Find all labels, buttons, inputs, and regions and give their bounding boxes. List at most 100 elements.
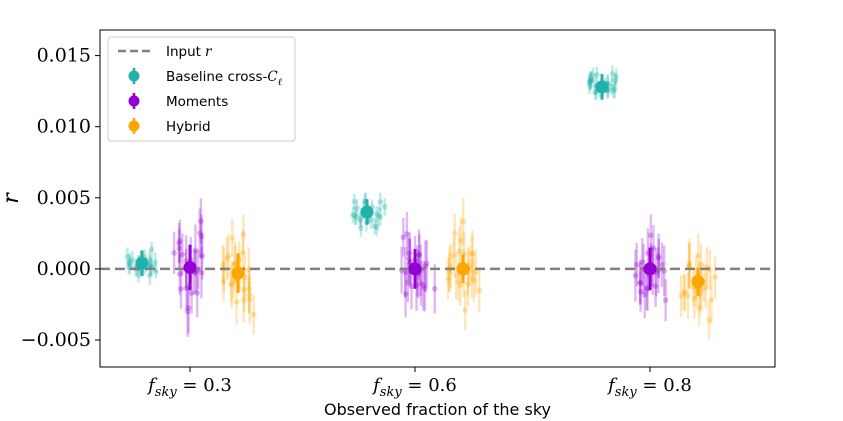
realization-point: [176, 228, 183, 269]
realization-point: [637, 271, 644, 312]
realization-point: [351, 193, 358, 210]
realization-point: [171, 231, 177, 275]
realization-marker: [686, 263, 693, 269]
realization-point: [655, 233, 662, 279]
realization-marker: [588, 76, 594, 83]
realization-point: [374, 219, 380, 236]
realization-point: [198, 247, 205, 299]
realization-marker: [708, 296, 715, 303]
realization-point: [178, 269, 184, 309]
realization-point: [400, 217, 407, 257]
x-tick-label: fsky = 0.8: [606, 375, 692, 400]
realization-point: [422, 266, 428, 312]
realization-marker: [233, 299, 240, 305]
realization-point: [702, 267, 709, 309]
realization-marker: [447, 263, 454, 269]
realization-point: [228, 260, 235, 309]
realization-point: [197, 208, 203, 258]
realization-point: [126, 252, 133, 271]
realization-point: [124, 247, 131, 266]
realization-marker: [197, 230, 203, 236]
realization-marker: [185, 305, 192, 311]
realization-marker: [416, 251, 423, 258]
realization-point: [404, 212, 410, 256]
realization-marker: [462, 307, 468, 313]
realization-marker: [198, 218, 204, 224]
mean-marker: [360, 205, 374, 219]
realization-point: [198, 198, 204, 244]
realization-marker: [246, 291, 252, 298]
realization-marker: [695, 252, 702, 259]
realization-marker: [476, 287, 483, 294]
realization-marker: [351, 198, 358, 205]
realization-point: [224, 237, 230, 281]
realization-point: [453, 251, 459, 300]
realization-point: [655, 239, 662, 278]
realization-point: [371, 217, 378, 235]
y-axis-title: r: [0, 192, 24, 204]
realization-marker: [350, 211, 356, 218]
realization-marker: [377, 198, 384, 205]
realization-point: [194, 268, 201, 318]
realization-marker: [188, 290, 195, 296]
realization-marker: [246, 286, 253, 292]
realization-marker: [220, 278, 227, 285]
realization-marker: [146, 272, 153, 279]
realization-marker: [469, 250, 475, 257]
means-layer: [135, 74, 705, 296]
realization-point: [152, 252, 159, 272]
realization-marker: [659, 261, 665, 268]
realization-point: [686, 238, 693, 287]
realization-point: [352, 206, 358, 225]
realization-marker: [647, 232, 654, 239]
mean-point: [691, 267, 705, 296]
realization-point: [588, 71, 594, 88]
realization-marker: [681, 289, 687, 295]
realization-marker: [240, 231, 247, 238]
realization-marker: [246, 296, 253, 303]
realization-marker: [368, 217, 375, 223]
realization-marker: [586, 81, 593, 88]
legend-marker-swatch: [128, 120, 140, 132]
realization-marker: [199, 253, 205, 259]
realization-point: [681, 273, 687, 311]
realization-point: [685, 272, 691, 319]
realization-point: [457, 217, 464, 264]
realization-point: [611, 80, 618, 99]
realization-point: [462, 290, 468, 330]
realization-point: [127, 254, 133, 274]
realization-marker: [457, 237, 464, 244]
realization-point: [354, 199, 360, 217]
realization-marker: [702, 285, 709, 291]
realization-marker: [405, 279, 411, 286]
realization-marker: [641, 291, 648, 298]
realization-point: [587, 71, 594, 90]
realization-marker: [469, 251, 476, 257]
realization-point: [708, 275, 715, 324]
x-tick-label: fsky = 0.3: [146, 375, 232, 400]
mean-point: [595, 74, 609, 100]
realization-point: [471, 258, 477, 303]
realization-marker: [431, 285, 438, 292]
realization-point: [590, 67, 596, 84]
realization-marker: [171, 250, 177, 256]
realization-marker: [609, 70, 616, 77]
legend-entry: Baseline cross-Cℓ: [128, 68, 282, 88]
realization-marker: [472, 269, 479, 276]
realization-point: [468, 259, 475, 298]
realization-marker: [610, 87, 617, 94]
realization-marker: [240, 250, 246, 256]
mean-marker: [595, 80, 609, 94]
realization-point: [650, 224, 657, 271]
realization-marker: [176, 245, 183, 252]
realization-point: [592, 85, 598, 101]
mean-marker: [183, 260, 197, 274]
realization-marker: [655, 253, 662, 259]
realization-marker: [352, 212, 358, 219]
realization-point: [445, 257, 451, 300]
realization-marker: [422, 285, 428, 292]
legend-entry: Input r: [118, 44, 213, 60]
realization-point: [662, 279, 669, 322]
realization-marker: [586, 78, 593, 85]
realization-marker: [416, 252, 422, 258]
